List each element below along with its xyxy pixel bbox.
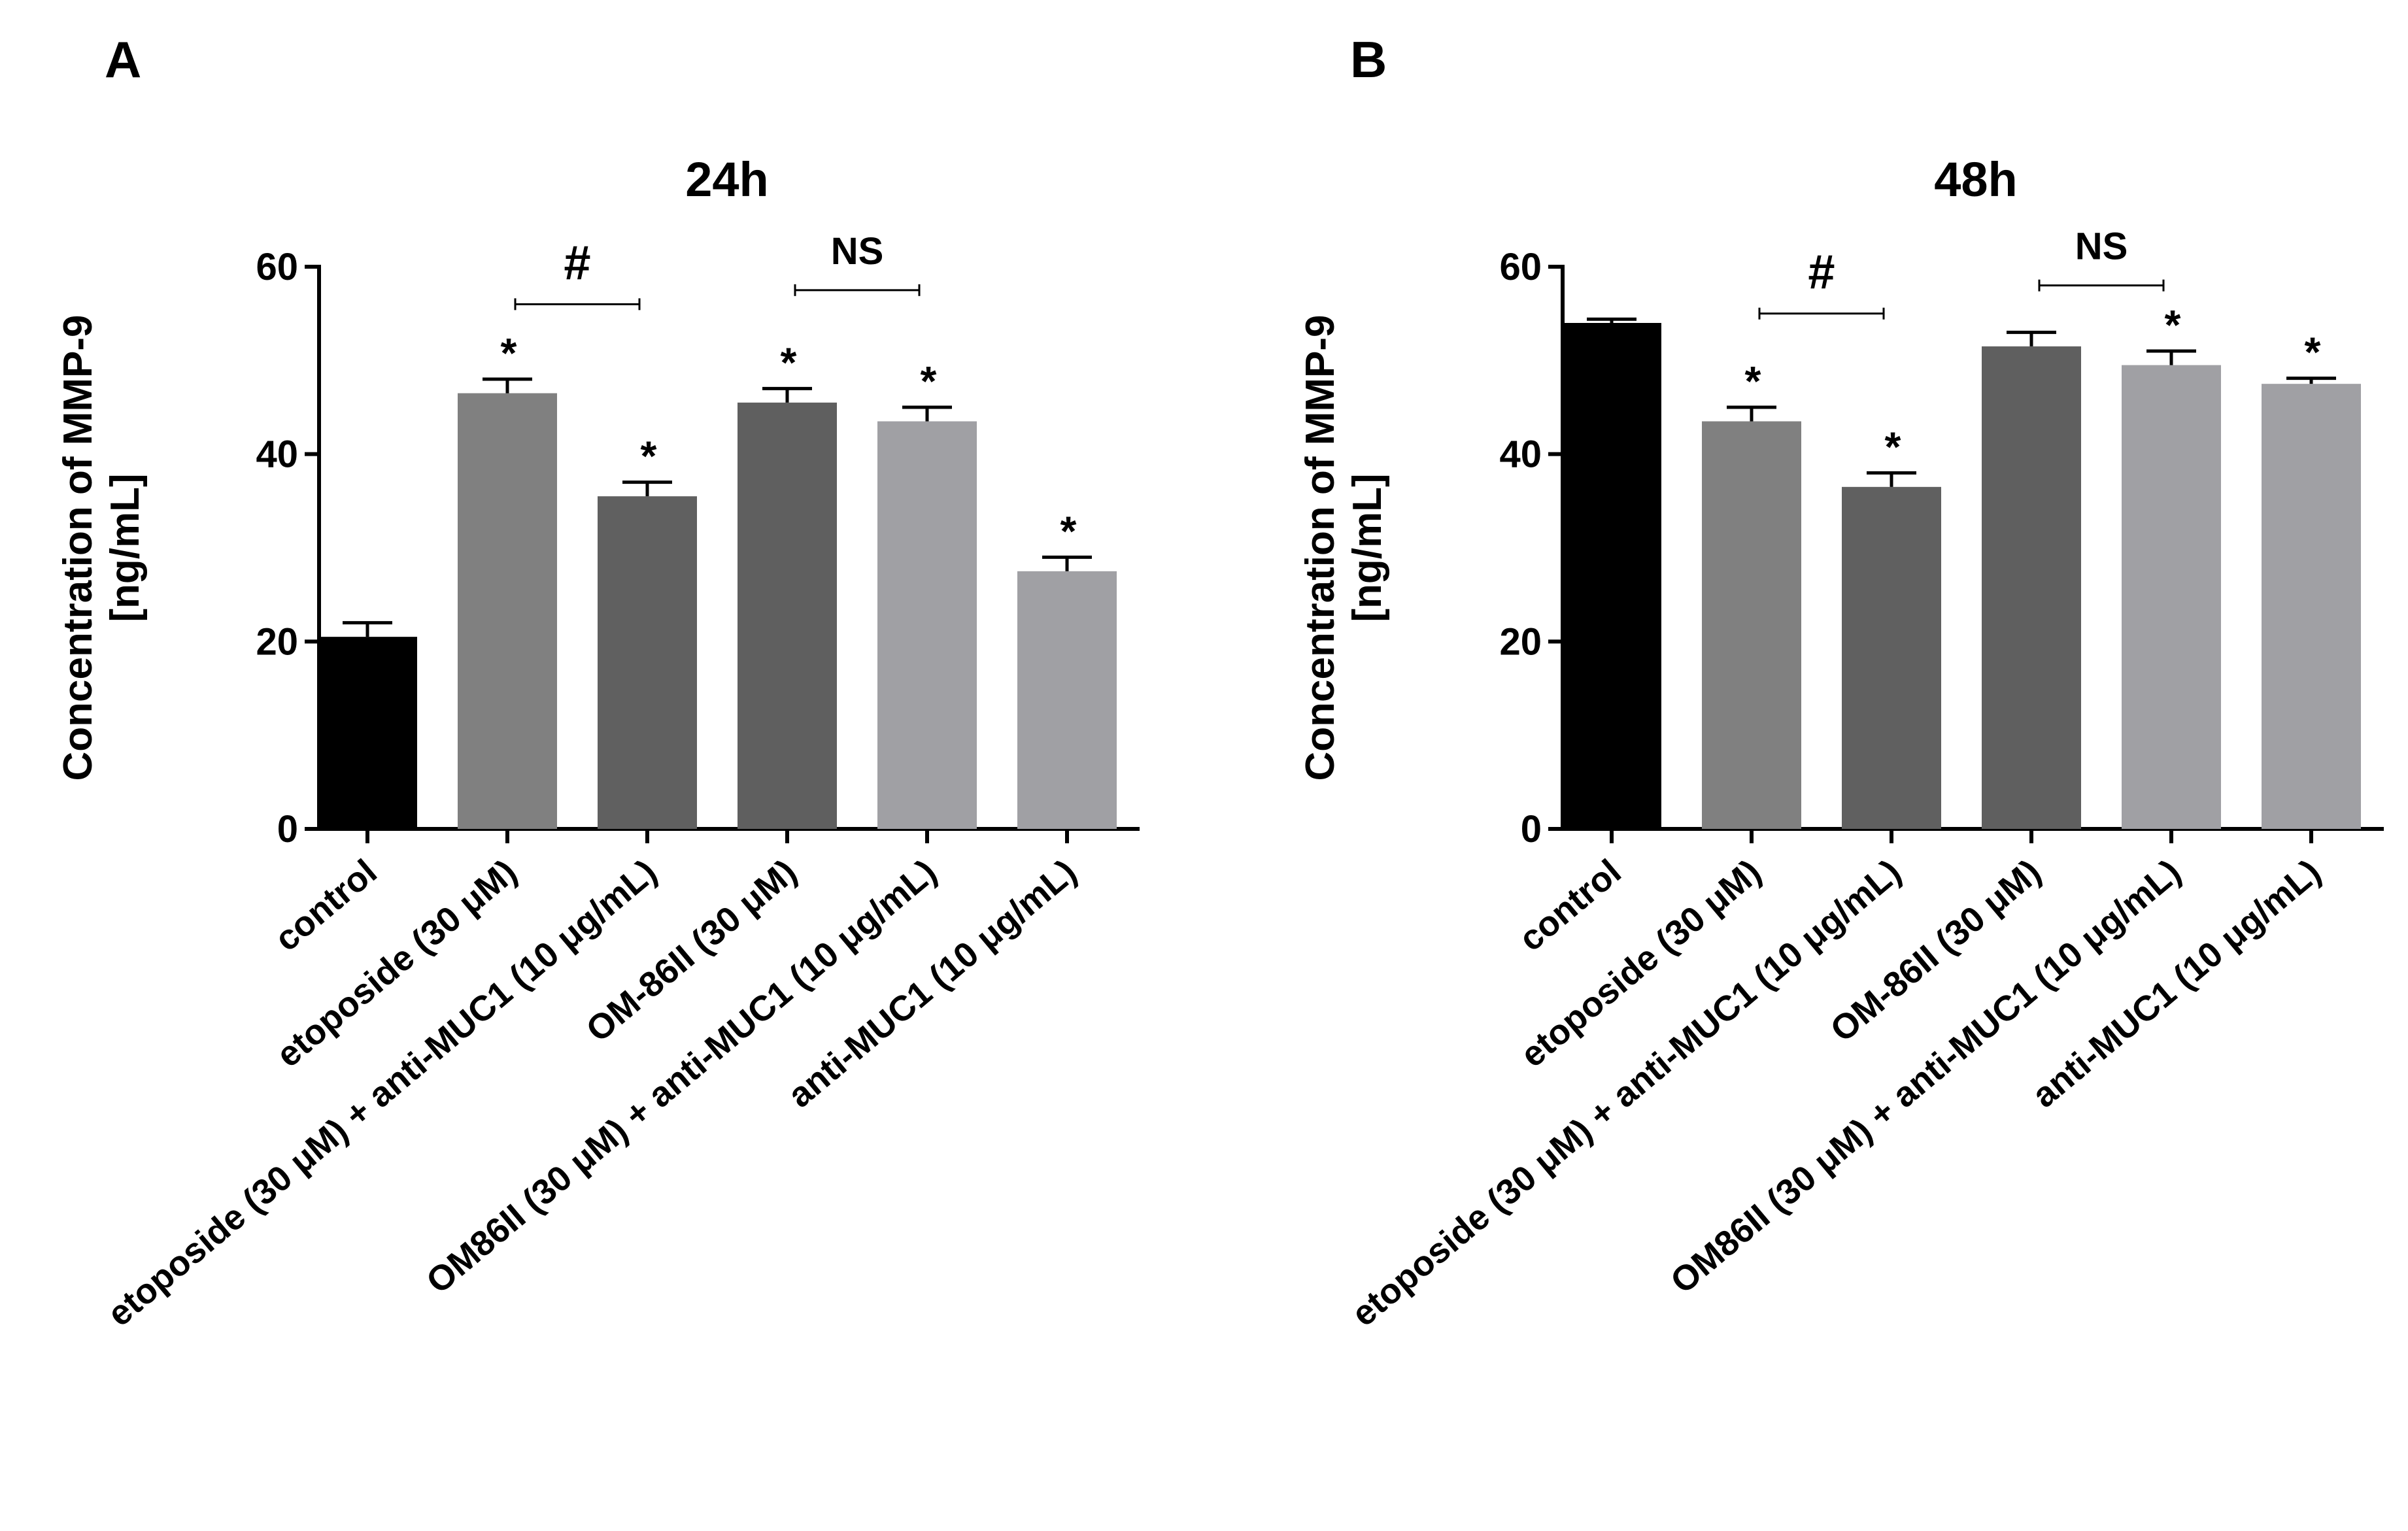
significance-star: * bbox=[921, 358, 937, 405]
x-category-label: OM86II (30 μM) + anti-MUC1 (10 μg/mL) bbox=[1663, 852, 2188, 1301]
comparison-label: NS bbox=[831, 230, 884, 273]
y-tick-label: 60 bbox=[256, 246, 298, 288]
comparison-label: # bbox=[1808, 245, 1835, 299]
y-axis-title-line1: Concentration of MMP-9 bbox=[56, 315, 101, 781]
chart-title: 24h bbox=[685, 152, 769, 207]
y-tick-label: 40 bbox=[256, 433, 298, 476]
significance-star: * bbox=[1885, 423, 1901, 470]
panel-letter-b: B bbox=[1350, 31, 1387, 88]
panel-letter-a: A bbox=[105, 31, 141, 88]
chart-48h: 48h Concentration of MMP-9[ng/mL] 0 20 40 60 c… bbox=[1298, 152, 2384, 1334]
x-category-label: control bbox=[267, 852, 384, 959]
significance-star: * bbox=[1745, 358, 1761, 405]
bar bbox=[2122, 365, 2221, 829]
chart-24h: 24h Concentration of MMP-9[ng/mL] 0 20 40 60 c… bbox=[56, 152, 1140, 1334]
bar bbox=[738, 402, 837, 829]
y-tick-label: 20 bbox=[1499, 620, 1542, 663]
y-tick-label: 0 bbox=[1521, 808, 1542, 850]
significance-star: * bbox=[781, 339, 797, 386]
y-tick-label: 60 bbox=[1499, 246, 1542, 288]
bar bbox=[598, 496, 697, 829]
y-tick-label: 0 bbox=[277, 808, 298, 850]
bar bbox=[318, 637, 417, 829]
significance-star: * bbox=[641, 433, 657, 480]
bar bbox=[1702, 421, 1801, 829]
bar bbox=[1842, 486, 1941, 829]
comparison-label: # bbox=[564, 235, 590, 290]
significance-star: * bbox=[2165, 301, 2181, 348]
y-axis-title-line2: [ng/mL] bbox=[1345, 473, 1390, 622]
y-axis-title: Concentration of MMP-9[ng/mL] bbox=[1298, 315, 1390, 781]
y-tick-label: 40 bbox=[1499, 433, 1542, 476]
bar bbox=[877, 421, 977, 829]
bar bbox=[1982, 346, 2081, 829]
x-category-label: etoposide (30 μM) bbox=[1513, 852, 1768, 1075]
significance-star: * bbox=[501, 329, 517, 377]
bar bbox=[1017, 571, 1117, 829]
y-axis-title: Concentration of MMP-9[ng/mL] bbox=[56, 315, 148, 781]
bar bbox=[2262, 384, 2361, 829]
x-category-label: etoposide (30 μM) + anti-MUC1 (10 μg/mL) bbox=[1344, 852, 1908, 1334]
chart-title: 48h bbox=[1934, 152, 2018, 207]
y-axis-title-line1: Concentration of MMP-9 bbox=[1298, 315, 1343, 781]
x-category-label: OM86II (30 μM) + anti-MUC1 (10 μg/mL) bbox=[419, 852, 944, 1301]
bar bbox=[458, 393, 557, 829]
bar bbox=[1562, 323, 1661, 829]
y-axis-title-line2: [ng/mL] bbox=[103, 473, 148, 622]
x-category-label: control bbox=[1512, 852, 1629, 959]
x-category-label: etoposide (30 μM) + anti-MUC1 (10 μg/mL) bbox=[100, 852, 664, 1334]
significance-star: * bbox=[2305, 329, 2321, 376]
y-tick-label: 20 bbox=[256, 620, 298, 663]
x-category-label: etoposide (30 μM) bbox=[269, 852, 524, 1075]
comparison-label: NS bbox=[2075, 226, 2128, 268]
significance-star: * bbox=[1060, 507, 1077, 554]
